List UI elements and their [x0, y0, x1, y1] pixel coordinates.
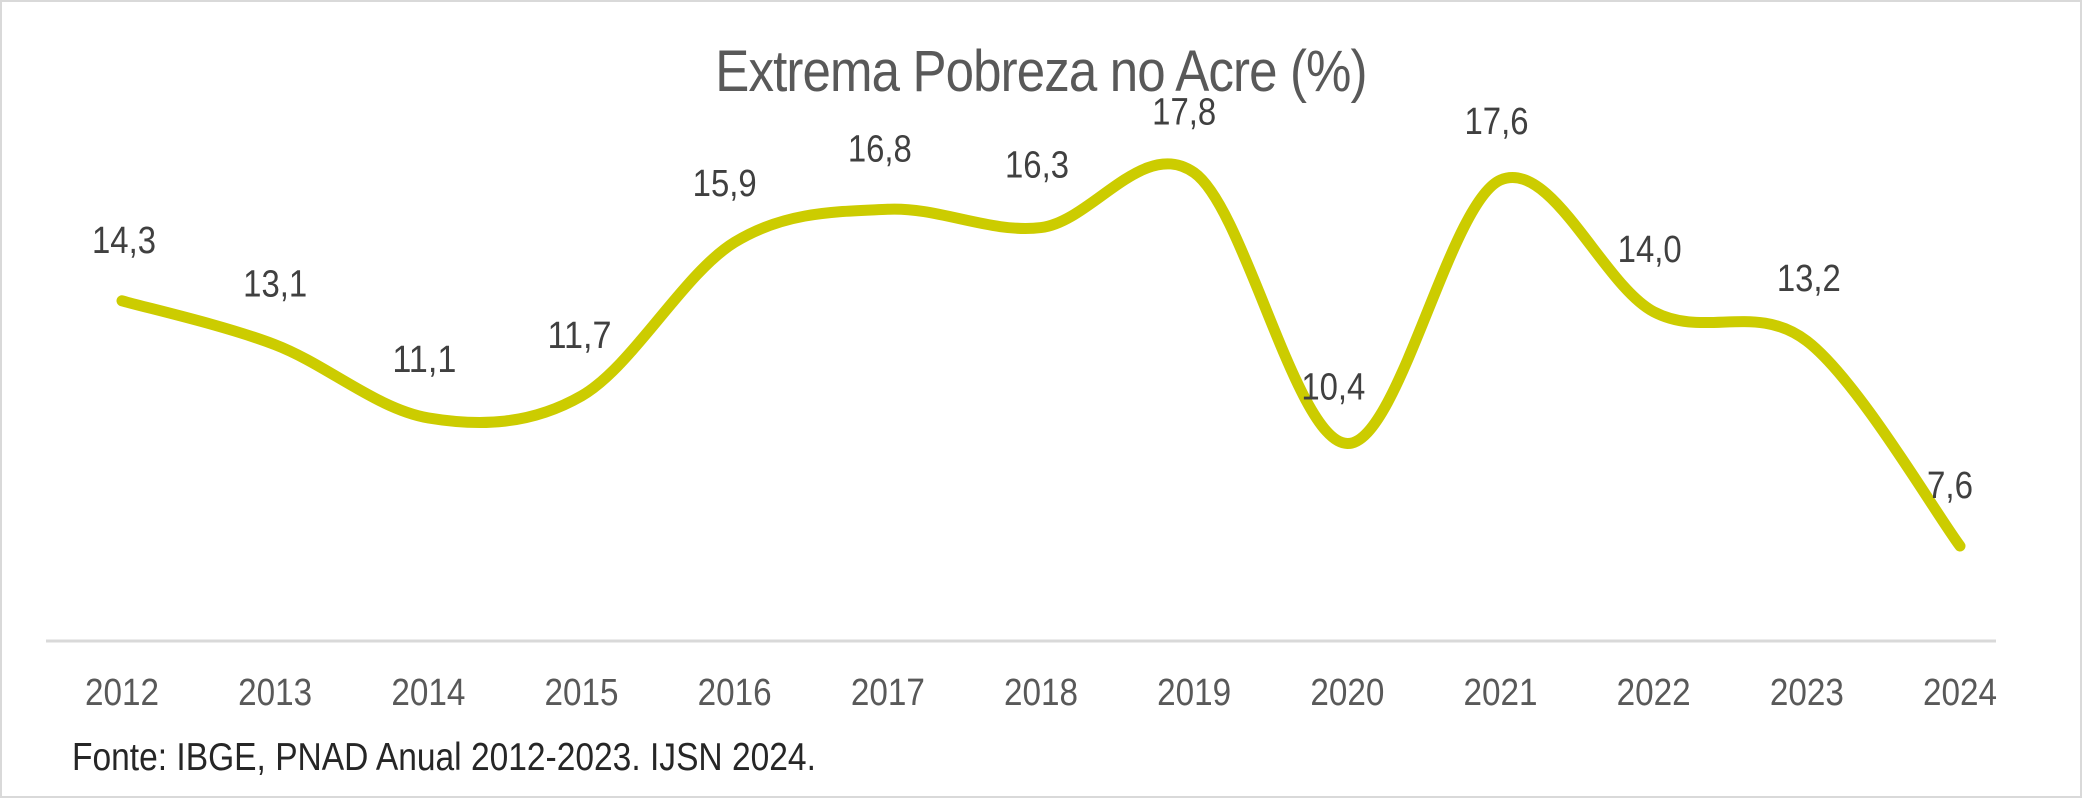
x-tick-label: 2012 — [85, 672, 159, 714]
x-tick-label: 2014 — [391, 672, 465, 714]
chart-title: Extrema Pobreza no Acre (%) — [715, 39, 1367, 104]
x-tick-label: 2023 — [1770, 672, 1844, 714]
x-tick-label: 2016 — [698, 672, 772, 714]
series-line — [116, 158, 1966, 552]
data-label: 13,2 — [1777, 258, 1841, 300]
x-tick-label: 2013 — [238, 672, 312, 714]
x-tick-label: 2021 — [1464, 672, 1538, 714]
x-tick-label: 2020 — [1310, 672, 1384, 714]
data-label: 11,1 — [392, 339, 456, 381]
data-label: 10,4 — [1301, 367, 1365, 409]
data-label: 17,6 — [1465, 101, 1529, 143]
x-tick-label: 2017 — [851, 672, 925, 714]
x-tick-label: 2022 — [1617, 672, 1691, 714]
data-label: 14,0 — [1618, 229, 1682, 271]
x-axis-ticks: 2012 2013 2014 2015 2016 2017 2018 2019 2020 2021… — [85, 672, 1997, 714]
data-label: 14,3 — [92, 220, 156, 262]
data-label: 16,8 — [848, 128, 912, 170]
data-labels: 14,3 13,1 11,1 11,7 15,9 16,8 16,3 17,8 10,4 17,6… — [92, 92, 1973, 507]
data-label: 7,6 — [1927, 465, 1973, 507]
data-label: 15,9 — [693, 163, 757, 205]
source-note: Fonte: IBGE, PNAD Anual 2012-2023. IJSN … — [72, 736, 816, 779]
x-tick-label: 2019 — [1157, 672, 1231, 714]
x-tick-label: 2015 — [545, 672, 619, 714]
x-tick-label: 2018 — [1004, 672, 1078, 714]
data-label: 11,7 — [548, 315, 612, 357]
x-tick-label: 2024 — [1923, 672, 1997, 714]
data-label: 13,1 — [243, 264, 307, 306]
data-label: 17,8 — [1152, 92, 1216, 134]
data-label: 16,3 — [1005, 145, 1069, 187]
